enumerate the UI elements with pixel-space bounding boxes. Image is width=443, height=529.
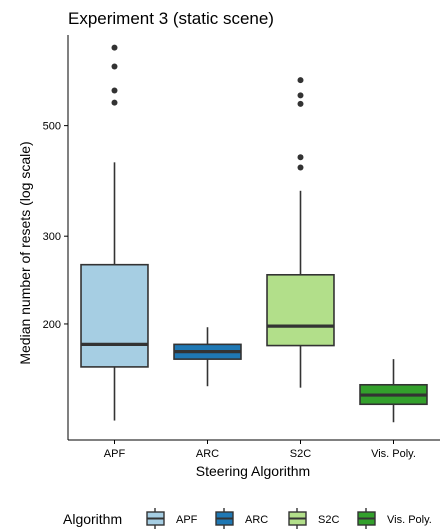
outlier-point-s2c-5 xyxy=(297,164,304,171)
legend-label-s2c: S2C xyxy=(318,514,339,526)
x-tick-label-arc: ARC xyxy=(196,448,219,460)
outlier-point-apf-1 xyxy=(111,44,118,51)
legend-label-apf: APF xyxy=(176,514,198,526)
box-apf xyxy=(80,263,149,368)
y-tick-label-200: 200 xyxy=(43,319,61,331)
box-group-arc xyxy=(173,327,242,387)
y-axis-title: Median number of resets (log scale) xyxy=(17,141,33,364)
box-s2c xyxy=(266,273,335,347)
x-axis-title: Steering Algorithm xyxy=(196,463,310,479)
y-tick-label-300: 300 xyxy=(43,231,61,243)
legend-title: Algorithm xyxy=(63,511,122,527)
box-group-vis-poly xyxy=(359,359,428,423)
outlier-point-s2c-4 xyxy=(297,154,304,161)
box-group-apf xyxy=(80,44,149,421)
outlier-point-s2c-1 xyxy=(297,77,304,84)
outlier-point-apf-2 xyxy=(111,63,118,70)
y-tick-label-500: 500 xyxy=(43,121,61,133)
outlier-point-apf-4 xyxy=(111,99,118,106)
plot-area xyxy=(80,44,428,423)
legend: Algorithm APF ARC S2C Vis. Poly. xyxy=(63,508,432,529)
outlier-point-s2c-2 xyxy=(297,92,304,99)
x-tick-label-apf: APF xyxy=(104,448,126,460)
legend-label-vis-poly: Vis. Poly. xyxy=(387,514,432,526)
y-axis: 200 300 500 xyxy=(43,121,68,331)
x-axis: APF ARC S2C Vis. Poly. xyxy=(104,440,416,460)
legend-label-arc: ARC xyxy=(245,514,268,526)
chart-title: Experiment 3 (static scene) xyxy=(68,9,274,28)
outlier-point-s2c-3 xyxy=(297,100,304,107)
x-tick-label-s2c: S2C xyxy=(290,448,311,460)
x-tick-label-vis-poly: Vis. Poly. xyxy=(371,448,416,460)
box-group-s2c xyxy=(266,77,335,388)
outlier-point-apf-3 xyxy=(111,87,118,94)
